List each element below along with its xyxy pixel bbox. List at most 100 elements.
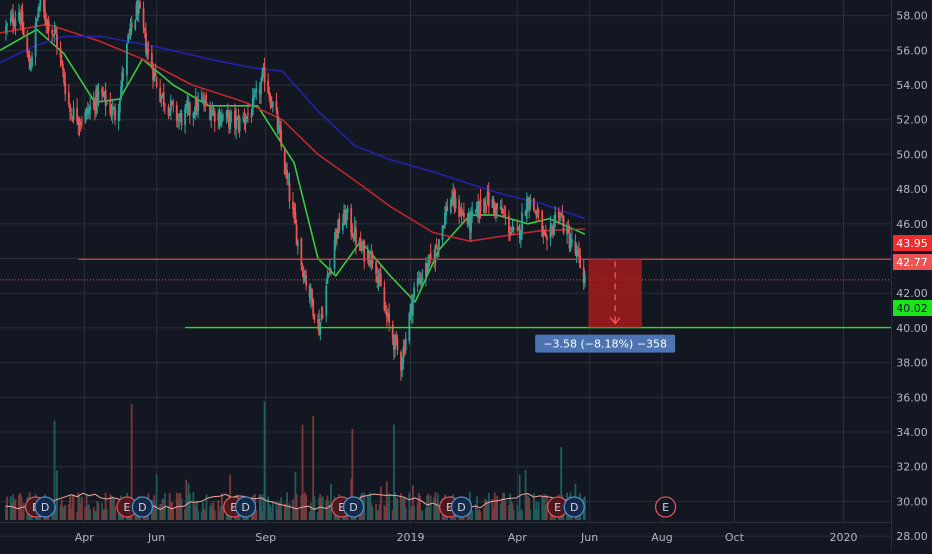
volume-bar bbox=[104, 492, 107, 520]
candle-body bbox=[453, 191, 456, 209]
volume-bar bbox=[391, 510, 394, 520]
time-tick-label: Sep bbox=[255, 531, 276, 544]
candle-body bbox=[554, 212, 557, 223]
candle-body bbox=[228, 111, 230, 128]
horizontal-levels[interactable] bbox=[0, 258, 891, 329]
candle-body bbox=[110, 112, 113, 114]
candle-body bbox=[247, 112, 249, 115]
candle-body bbox=[238, 117, 241, 131]
candle-body bbox=[230, 112, 233, 114]
volume-bar bbox=[276, 509, 279, 520]
candle-body bbox=[21, 11, 24, 31]
volume-bar bbox=[500, 498, 503, 520]
volume-bar bbox=[194, 506, 197, 520]
candle-body bbox=[544, 232, 547, 237]
candle-body bbox=[517, 226, 520, 230]
volume-bar bbox=[197, 510, 200, 520]
candle-body bbox=[56, 34, 58, 48]
volume-bar bbox=[508, 504, 510, 520]
candle-body bbox=[234, 110, 236, 127]
candle-body bbox=[333, 240, 336, 269]
dividend-event-label: D bbox=[241, 501, 249, 514]
dividend-event-marker[interactable] bbox=[131, 496, 154, 518]
time-tick-label: 2019 bbox=[397, 531, 425, 544]
dividend-event-marker[interactable] bbox=[342, 496, 365, 518]
candle-body bbox=[466, 218, 469, 224]
candle-body bbox=[496, 203, 499, 209]
volume-bar bbox=[5, 505, 7, 520]
earnings-event-marker[interactable] bbox=[654, 496, 677, 518]
time-axis[interactable]: Apr Jun Sep 2019 Apr Jun Aug Oct 2020 bbox=[75, 531, 858, 544]
volume-bar bbox=[159, 504, 162, 520]
candle-body bbox=[267, 80, 270, 94]
volume-bar bbox=[417, 492, 420, 520]
candle-body bbox=[251, 97, 254, 116]
candle-body bbox=[438, 239, 440, 248]
volume-bar bbox=[436, 493, 439, 520]
price-axis-labels: 43.95 42.77 40.02 bbox=[893, 235, 932, 316]
candle-body bbox=[576, 250, 579, 252]
earnings-event-label: E bbox=[230, 501, 237, 514]
candle-body bbox=[219, 120, 222, 124]
candle-body bbox=[88, 108, 90, 114]
candle-body bbox=[535, 211, 538, 216]
candle-body bbox=[136, 1, 139, 16]
volume-bar bbox=[285, 505, 287, 520]
candle-body bbox=[419, 277, 421, 284]
candle-body bbox=[118, 100, 121, 113]
volume-bar bbox=[378, 504, 381, 520]
volume-bar bbox=[86, 504, 89, 520]
volume-bar bbox=[275, 501, 278, 520]
candle-body bbox=[255, 88, 258, 93]
candle-body bbox=[317, 319, 319, 323]
volume-bar bbox=[377, 510, 380, 520]
candle-body bbox=[543, 231, 546, 235]
price-tick-label: 56.00 bbox=[896, 44, 928, 57]
candle-body bbox=[341, 222, 344, 231]
candle-body bbox=[204, 99, 207, 105]
volume-bar bbox=[484, 498, 487, 520]
price-candles[interactable] bbox=[5, 0, 586, 381]
volume-bar bbox=[112, 498, 115, 520]
time-tick-label: Apr bbox=[508, 531, 528, 544]
candle-body bbox=[95, 89, 97, 114]
candle-body bbox=[134, 20, 137, 30]
volume-bar bbox=[509, 493, 512, 520]
candle-body bbox=[145, 32, 147, 53]
volume-ma-line bbox=[5, 492, 582, 511]
candle-body bbox=[360, 248, 363, 250]
candle-body bbox=[454, 197, 457, 209]
candle-body bbox=[575, 250, 578, 257]
candle-body bbox=[363, 240, 366, 262]
volume-bar bbox=[162, 498, 165, 520]
candle-body bbox=[536, 212, 539, 218]
volume-bar bbox=[186, 494, 189, 520]
volume-bar bbox=[471, 510, 474, 520]
candle-body bbox=[104, 89, 107, 107]
candle-body bbox=[258, 88, 261, 95]
price-tick-label: 52.00 bbox=[896, 114, 928, 127]
earnings-event-label: E bbox=[338, 501, 345, 514]
volume-bar bbox=[187, 483, 190, 520]
candle-body bbox=[217, 113, 220, 120]
measure-box[interactable] bbox=[588, 259, 642, 328]
volume-bar bbox=[76, 511, 79, 520]
measure-tool[interactable]: −3.58 (−8.18%) −358 bbox=[535, 259, 676, 353]
candle-body bbox=[46, 19, 49, 25]
volume-bar bbox=[160, 504, 163, 520]
candle-body bbox=[86, 109, 89, 114]
dividend-event-marker[interactable] bbox=[563, 496, 585, 518]
volume-bar bbox=[404, 507, 407, 520]
candle-body bbox=[504, 214, 507, 216]
candle-body bbox=[559, 216, 561, 221]
dividend-event-marker[interactable] bbox=[234, 496, 257, 518]
volume-bar bbox=[180, 498, 183, 520]
dividend-event-marker[interactable] bbox=[34, 496, 56, 518]
candle-body bbox=[366, 250, 369, 260]
dividend-event-marker[interactable] bbox=[450, 496, 473, 518]
candle-body bbox=[309, 289, 312, 299]
dividend-event-label: D bbox=[41, 501, 49, 514]
event-markers[interactable]: EDEDEDEDEDEDE bbox=[24, 496, 677, 518]
